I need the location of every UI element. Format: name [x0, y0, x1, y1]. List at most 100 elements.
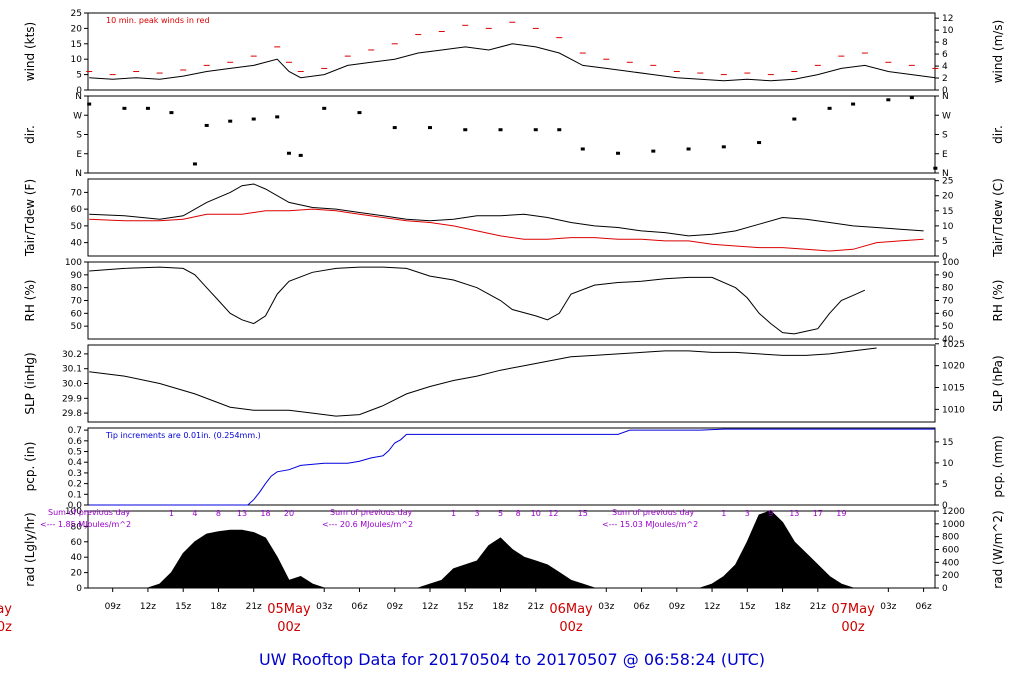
pressure-tick-label-left: 30.1	[62, 365, 82, 375]
time-tick-label: 03z	[316, 602, 332, 612]
time-tick-label: 09z	[669, 602, 685, 612]
rh-series-0	[89, 266, 866, 335]
wind-ylabel-right: wind (m/s)	[991, 20, 1005, 84]
panel-frame-wind	[87, 12, 936, 91]
wind-tick-label-left: 10	[71, 55, 83, 65]
radiation-hour-mark: 5	[498, 509, 503, 518]
date-sublabel: 00z	[559, 620, 583, 635]
rh-tick-label-left: 50	[71, 322, 83, 332]
precipitation-tick-label-left: 0.1	[68, 490, 82, 500]
precipitation-tick-label-left: 0.2	[68, 480, 82, 490]
dir-point	[851, 102, 856, 106]
dir-ylabel: dir.	[23, 125, 37, 144]
dir-tick-label-left: W	[73, 111, 82, 121]
dir-tick-label-right: W	[942, 111, 951, 121]
radiation-tick-label-right: 0	[942, 584, 948, 594]
temperature-tick-label-right: 0	[942, 252, 948, 262]
pressure-series-0	[89, 347, 877, 417]
pressure-tick-label-left: 30.2	[62, 350, 82, 360]
temperature-tick-label-left: 50	[71, 222, 83, 232]
dir-point	[275, 115, 280, 119]
temperature-ylabel-right: Tair/Tdew (C)	[991, 178, 1005, 258]
pressure-tick-label-right: 1015	[942, 384, 965, 394]
chart-title: UW Rooftop Data for 20170504 to 20170507…	[258, 650, 766, 669]
temperature-series-1	[89, 208, 924, 252]
radiation-hour-mark: 1	[169, 509, 174, 518]
dir-tick-label-right: N	[942, 92, 949, 102]
radiation-tick-label-right: 1000	[942, 520, 965, 530]
time-tick-label: 12z	[422, 602, 438, 612]
radiation-tick-label-right: 600	[942, 546, 959, 556]
dir-point	[392, 126, 397, 130]
dir-point	[651, 149, 656, 153]
temperature-tick-label-left: 60	[71, 205, 83, 215]
dir-point	[616, 151, 621, 155]
rh-tick-label-right: 50	[942, 322, 954, 332]
radiation-tick-label-left: 20	[71, 569, 83, 579]
time-tick-label: 15z	[175, 602, 191, 612]
dir-point	[686, 147, 691, 151]
precipitation-tick-label-left: 0.7	[68, 426, 82, 436]
radiation-hour-mark: 12	[548, 509, 558, 518]
dir-point	[286, 151, 291, 155]
panel-frame-temperature	[87, 178, 936, 257]
time-tick-label: 09z	[387, 602, 403, 612]
wind-tick-label-left: 20	[71, 24, 83, 34]
radiation-hour-mark: 13	[237, 509, 247, 518]
rh-tick-label-right: 90	[942, 271, 954, 281]
radiation-tick-label-right: 800	[942, 533, 959, 543]
radiation-hour-mark: 19	[836, 509, 846, 518]
time-tick-label: 15z	[739, 602, 755, 612]
temperature-tick-label-right: 10	[942, 222, 954, 232]
dir-tick-label-right: N	[942, 169, 949, 179]
wind-annotation: 10 min. peak winds in red	[106, 16, 210, 25]
dir-point	[427, 126, 432, 130]
rh-tick-label-left: 70	[71, 297, 83, 307]
wind-tick-label-left: 5	[76, 71, 82, 81]
time-tick-label: 09z	[105, 602, 121, 612]
temperature-tick-label-left: 40	[71, 239, 83, 249]
dir-ylabel-right: dir.	[991, 125, 1005, 144]
temperature-tick-label-right: 5	[942, 237, 948, 247]
precipitation-series-0	[89, 428, 936, 506]
date-label: May	[0, 602, 12, 617]
wind-tick-label-right: 6	[942, 50, 948, 60]
radiation-tick-label-left: 100	[65, 507, 82, 517]
dir-point	[792, 117, 797, 121]
dir-point	[298, 153, 303, 157]
time-tick-label: 21z	[246, 602, 262, 612]
rh-tick-label-left: 90	[71, 271, 83, 281]
temperature-tick-label-right: 20	[942, 192, 954, 202]
pressure-tick-label-left: 29.8	[62, 409, 82, 419]
dir-point	[580, 147, 585, 151]
rh-tick-label-right: 40	[942, 335, 954, 345]
radiation-hour-mark: 18	[260, 509, 270, 518]
dir-point	[228, 119, 233, 123]
dir-tick-label-right: E	[942, 150, 948, 160]
radiation-hour-mark: 13	[789, 509, 799, 518]
dir-tick-label-left: N	[75, 92, 82, 102]
dir-point	[933, 166, 938, 170]
radiation-hour-mark: 9	[768, 509, 773, 518]
rh-tick-label-left: 80	[71, 284, 83, 294]
precipitation-tick-label-right: 15	[942, 438, 953, 448]
precipitation-tick-label-left: 0.5	[68, 448, 82, 458]
radiation-hour-mark: 4	[192, 509, 197, 518]
radiation-hour-mark: 3	[745, 509, 750, 518]
rh-tick-label-right: 100	[942, 258, 959, 268]
radiation-ylabel-right: rad (W/m^2)	[991, 510, 1005, 588]
time-tick-label: 12z	[704, 602, 720, 612]
dir-point	[909, 96, 914, 100]
time-tick-label: 06z	[633, 602, 649, 612]
dir-point	[192, 162, 197, 166]
rh-ylabel-right: RH (%)	[991, 280, 1005, 322]
dir-point	[87, 102, 92, 106]
radiation-hour-mark: 20	[284, 509, 294, 518]
date-label: 07May	[831, 602, 875, 617]
wind-tick-label-right: 4	[942, 62, 948, 72]
radiation-tick-label-right: 400	[942, 558, 959, 568]
temperature-tick-label-left: 70	[71, 188, 83, 198]
precipitation-annotation: Tip increments are 0.01in. (0.254mm.)	[105, 431, 261, 440]
dir-tick-label-left: N	[75, 169, 82, 179]
